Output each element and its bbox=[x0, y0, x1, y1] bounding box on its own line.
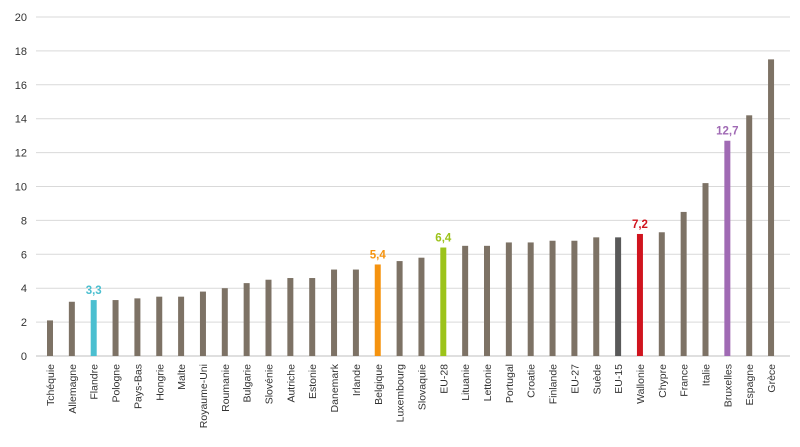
bar-hongrie bbox=[156, 296, 163, 356]
x-tick-label: Royaume-Uni bbox=[198, 364, 210, 428]
x-tick-label: Autriche bbox=[285, 364, 297, 403]
y-tick-label: 6 bbox=[21, 249, 27, 261]
x-tick-label: Estonie bbox=[307, 364, 319, 399]
x-tick-label: EU-15 bbox=[613, 364, 625, 394]
x-tick-label: Luxembourg bbox=[395, 364, 407, 423]
y-tick-label: 20 bbox=[15, 12, 27, 24]
y-tick-label: 10 bbox=[15, 182, 27, 194]
bar-pays-bas bbox=[134, 298, 141, 356]
y-tick-label: 16 bbox=[15, 80, 27, 92]
x-axis: Tchéquie Allemagne Flandre Pologne Pays-Bas H… bbox=[45, 363, 778, 428]
bar-tch-quie bbox=[47, 320, 53, 356]
y-tick-label: 18 bbox=[15, 46, 27, 58]
y-tick-label: 12 bbox=[15, 148, 27, 160]
x-tick-label: Bruxelles bbox=[722, 364, 734, 407]
bar-espagne bbox=[746, 115, 753, 356]
bar-finlande bbox=[549, 240, 556, 356]
bar-pologne bbox=[112, 300, 119, 356]
x-tick-label: EU-27 bbox=[569, 364, 581, 394]
x-tick-label: Hongrie bbox=[154, 364, 166, 401]
x-tick-label: Slovaquie bbox=[416, 364, 428, 410]
x-tick-label: Danemark bbox=[329, 363, 341, 412]
x-tick-label: Belgique bbox=[373, 364, 385, 405]
data-label: 5,4 bbox=[370, 249, 387, 261]
bar-gr-ce bbox=[768, 59, 775, 356]
x-tick-label: Portugal bbox=[504, 364, 516, 403]
x-tick-label: Allemagne bbox=[67, 364, 79, 414]
bar-chypre bbox=[658, 232, 665, 356]
x-tick-label: Slovénie bbox=[264, 364, 276, 404]
x-tick-label: Pologne bbox=[111, 364, 123, 403]
x-tick-label: Irlande bbox=[351, 364, 363, 396]
bar-slovaquie bbox=[418, 257, 425, 356]
y-tick-label: 4 bbox=[21, 283, 27, 295]
data-labels: 3,3 5,4 6,4 7,2 12,7 bbox=[86, 126, 739, 297]
data-label: 12,7 bbox=[716, 126, 738, 138]
bar-autriche bbox=[287, 278, 294, 356]
bar-danemark bbox=[331, 269, 338, 356]
y-tick-label: 14 bbox=[15, 114, 27, 126]
bar-eu-27 bbox=[571, 240, 578, 356]
y-tick-label: 2 bbox=[21, 317, 27, 329]
bar-eu-15 bbox=[615, 237, 622, 356]
bar-lettonie bbox=[484, 245, 490, 356]
bar-allemagne bbox=[68, 301, 75, 356]
bar-wallonie bbox=[636, 233, 643, 356]
bar-portugal bbox=[505, 242, 512, 356]
bar-belgique bbox=[374, 264, 381, 356]
bar-france bbox=[680, 211, 687, 356]
x-tick-label: Bulgarie bbox=[242, 364, 254, 403]
x-tick-label: Pays-Bas bbox=[132, 364, 144, 409]
bar-estonie bbox=[309, 278, 316, 356]
bars bbox=[47, 59, 775, 356]
x-tick-label: Croatie bbox=[526, 364, 538, 398]
x-tick-label: Flandre bbox=[89, 364, 101, 400]
bar-royaume-uni bbox=[199, 291, 206, 356]
x-tick-label: Lettonie bbox=[482, 364, 494, 402]
bar-roumanie bbox=[221, 288, 228, 356]
bar-luxembourg bbox=[396, 261, 403, 356]
x-tick-label: Suède bbox=[591, 364, 603, 395]
data-label: 7,2 bbox=[632, 219, 648, 231]
bar-lituanie bbox=[462, 245, 469, 356]
x-tick-label: Grèce bbox=[766, 364, 778, 393]
x-tick-label: Chypre bbox=[657, 364, 669, 398]
bar-italie bbox=[702, 183, 709, 356]
x-tick-label: Tchéquie bbox=[45, 364, 57, 406]
bar-bulgarie bbox=[243, 283, 250, 356]
bar-slov-nie bbox=[265, 279, 272, 356]
x-tick-label: Roumanie bbox=[220, 364, 232, 412]
data-label: 6,4 bbox=[435, 233, 452, 245]
x-tick-label: Finlande bbox=[548, 364, 560, 404]
x-tick-label: Italie bbox=[701, 364, 713, 386]
data-label: 3,3 bbox=[86, 285, 102, 297]
gridlines bbox=[36, 16, 790, 357]
bar-malte bbox=[178, 296, 185, 356]
y-tick-label: 8 bbox=[21, 215, 27, 227]
y-axis: 0 2 4 6 8 10 12 14 16 18 20 bbox=[15, 12, 27, 363]
x-tick-label: Wallonie bbox=[635, 364, 647, 404]
bar-flandre bbox=[90, 300, 97, 356]
bar-croatie bbox=[527, 242, 534, 356]
x-tick-label: France bbox=[679, 364, 691, 397]
x-tick-label: Lituanie bbox=[460, 364, 472, 401]
bar-irlande bbox=[352, 269, 359, 356]
x-tick-label: Malte bbox=[176, 364, 188, 390]
x-tick-label: EU-28 bbox=[438, 364, 450, 394]
y-tick-label: 0 bbox=[21, 351, 27, 363]
bar-eu-28 bbox=[440, 247, 447, 356]
x-tick-label: Espagne bbox=[744, 364, 756, 406]
bar-bruxelles bbox=[724, 140, 731, 356]
bar-su-de bbox=[593, 237, 600, 356]
